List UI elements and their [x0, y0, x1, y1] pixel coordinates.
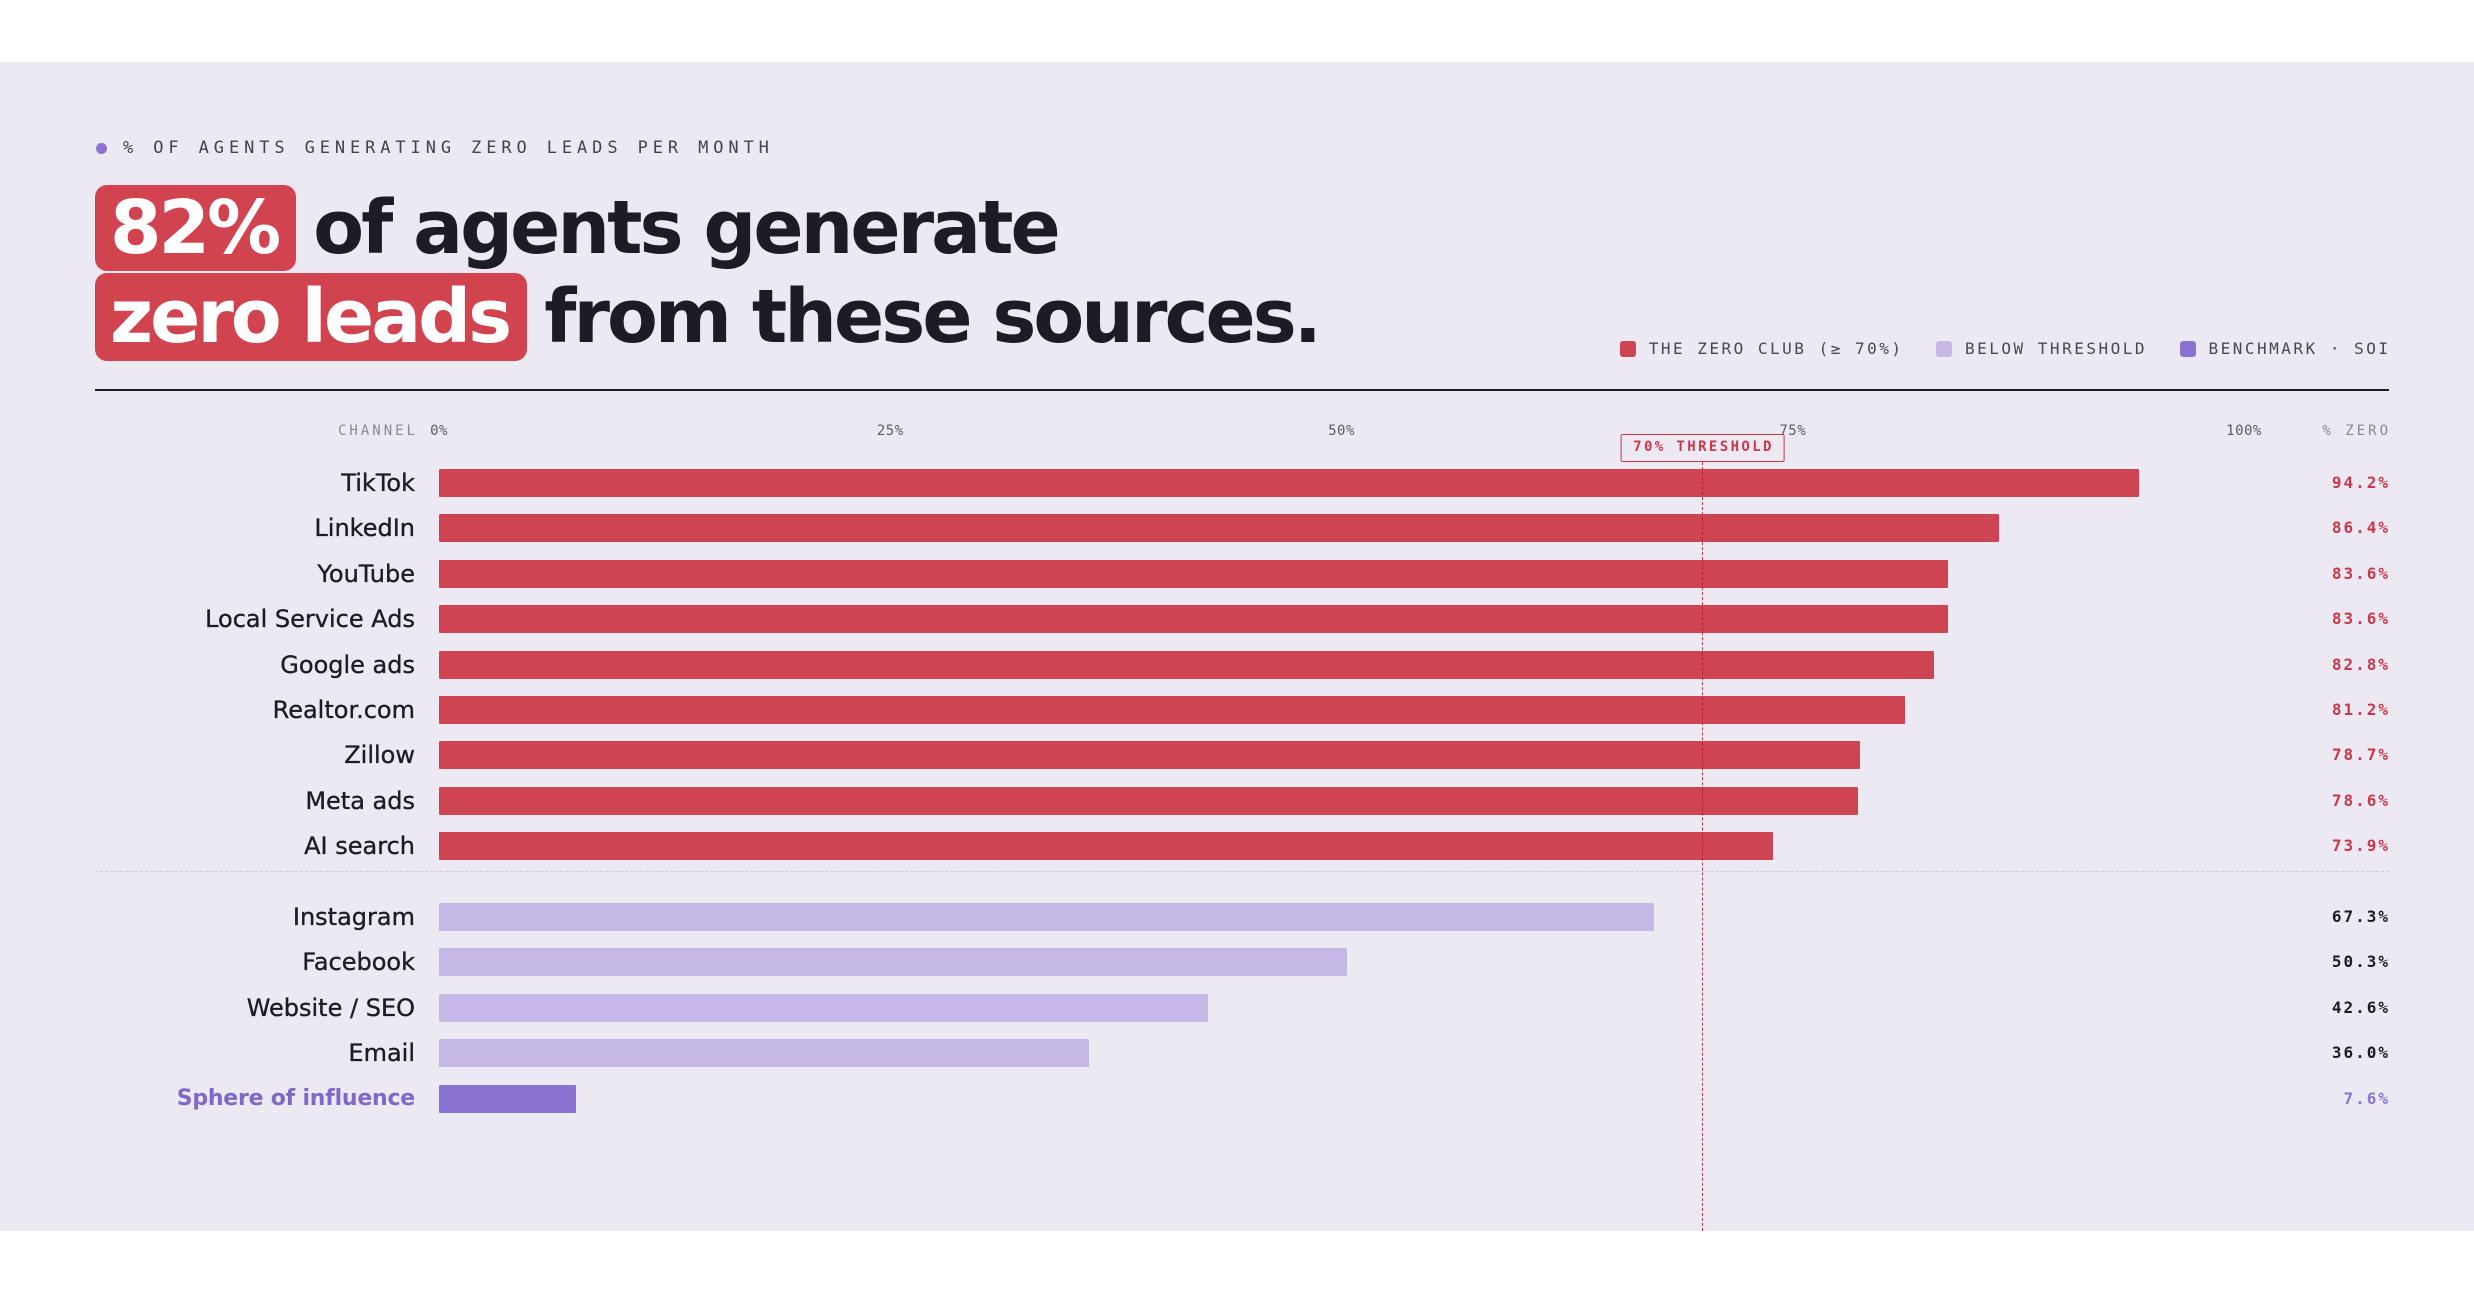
- headline-text: from these sources.: [544, 274, 1322, 360]
- bar-chart: CHANNEL % ZERO 70% THRESHOLD 0% 25% 50% 75%…: [0, 62, 2474, 1231]
- legend-swatch: [1619, 341, 1636, 357]
- bar-value-label: 7.6%: [2343, 1088, 2390, 1108]
- bar-category-label: Sphere of influence: [176, 1085, 416, 1111]
- headline-line-2: zero leads from these sources.: [95, 273, 1322, 361]
- legend: THE ZERO CLUB (≥ 70%) BELOW THRESHOLD BE…: [1619, 337, 2391, 361]
- legend-item-zero-club: THE ZERO CLUB (≥ 70%): [1619, 337, 1904, 361]
- headline-highlight-phrase: zero leads: [95, 273, 528, 361]
- bar: [439, 903, 1654, 931]
- bar-value-label: 86.4%: [2331, 518, 2390, 538]
- x-tick-label: 50%: [1328, 423, 1355, 439]
- bar-value-label: 42.6%: [2331, 997, 2390, 1017]
- bar-category-label: Google ads: [280, 650, 415, 679]
- bar: [439, 469, 2140, 497]
- legend-item-below-threshold: BELOW THRESHOLD: [1936, 337, 2145, 361]
- bar: [439, 559, 1948, 588]
- bar-category-label: YouTube: [317, 559, 415, 588]
- bar-value-label: 78.6%: [2331, 790, 2390, 810]
- bar-category-label: AI search: [304, 832, 415, 861]
- eyebrow-dot-icon: [96, 142, 107, 154]
- bar: [439, 1084, 577, 1113]
- x-tick-label: 100%: [2226, 423, 2262, 439]
- bar: [439, 605, 1948, 634]
- threshold-label: 70% THRESHOLD: [1620, 434, 1785, 462]
- value-column-header: % ZERO: [2322, 423, 2391, 439]
- bar-category-label: Instagram: [292, 903, 415, 931]
- category-column-header: CHANNEL: [337, 423, 418, 439]
- bar: [439, 832, 1773, 861]
- legend-label: THE ZERO CLUB (≥ 70%): [1648, 339, 1904, 358]
- headline-highlight-stat: 82%: [95, 185, 297, 271]
- bar-category-label: Email: [348, 1039, 415, 1068]
- bar-value-label: 83.6%: [2331, 563, 2390, 583]
- bar-category-label: Local Service Ads: [205, 605, 415, 634]
- bar: [439, 696, 1905, 724]
- bar-value-label: 36.0%: [2331, 1043, 2390, 1063]
- bar: [439, 948, 1347, 977]
- bar: [439, 741, 1860, 770]
- bar-value-label: 94.2%: [2331, 473, 2390, 492]
- legend-item-benchmark: BENCHMARK · SOI: [2179, 337, 2391, 361]
- bar-category-label: LinkedIn: [314, 514, 415, 543]
- bar: [439, 786, 1858, 815]
- x-tick-label: 0%: [430, 423, 448, 439]
- chart-panel: % OF AGENTS GENERATING ZERO LEADS PER MO…: [0, 62, 2474, 1231]
- bar: [439, 650, 1934, 679]
- eyebrow: % OF AGENTS GENERATING ZERO LEADS PER MO…: [95, 136, 774, 160]
- x-tick-label: 25%: [876, 423, 904, 439]
- bar-category-label: Facebook: [302, 948, 415, 977]
- header-rule: [95, 389, 2389, 391]
- bar-value-label: 67.3%: [2331, 907, 2390, 926]
- bar: [439, 993, 1208, 1022]
- bar-value-label: 81.2%: [2331, 700, 2390, 719]
- bar-value-label: 73.9%: [2331, 836, 2390, 856]
- bar-category-label: Meta ads: [305, 786, 415, 815]
- bar-value-label: 78.7%: [2331, 745, 2390, 765]
- x-tick-label: 75%: [1779, 423, 1807, 439]
- bar-category-label: Realtor.com: [272, 696, 415, 724]
- threshold-line: [1701, 462, 1703, 1231]
- legend-label: BENCHMARK · SOI: [2208, 339, 2391, 358]
- legend-swatch: [2179, 341, 2196, 357]
- bar-category-label: Zillow: [344, 741, 415, 770]
- group-separator: [95, 871, 2389, 873]
- bar-category-label: TikTok: [341, 469, 415, 497]
- bar: [439, 514, 1999, 543]
- bar: [439, 1039, 1089, 1068]
- headline-line-1: 82% of agents generate: [95, 185, 1061, 271]
- headline-text: of agents generate: [313, 185, 1060, 271]
- bar-value-label: 50.3%: [2331, 952, 2390, 972]
- bar-value-label: 82.8%: [2331, 654, 2390, 674]
- bar-category-label: Website / SEO: [246, 993, 416, 1022]
- legend-label: BELOW THRESHOLD: [1965, 339, 2147, 358]
- legend-swatch: [1936, 341, 1952, 357]
- eyebrow-text: % OF AGENTS GENERATING ZERO LEADS PER MO…: [123, 138, 774, 158]
- bar-value-label: 83.6%: [2331, 609, 2390, 629]
